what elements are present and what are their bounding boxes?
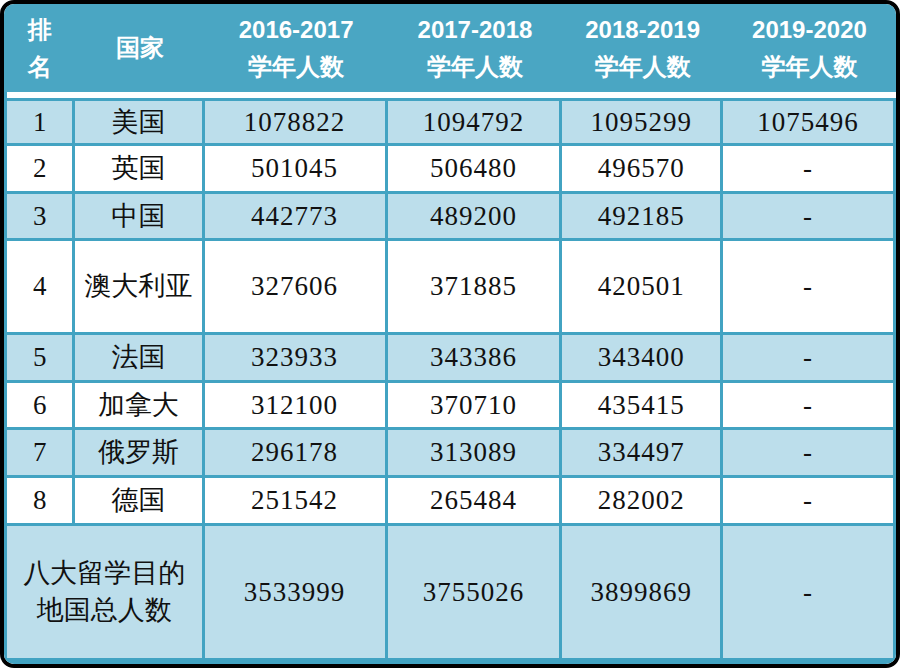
value-2016-cell: 442773 [205,194,388,242]
value-2017-cell: 370710 [388,383,563,431]
value-2017-cell: 489200 [388,194,563,242]
header-2018-2019-label: 学年人数 [562,48,723,85]
value-2018-cell: 435415 [562,383,723,431]
country-cell: 加拿大 [75,383,204,431]
table-body: 1 美国 1078822 1094792 1095299 1075496 2 英… [4,92,896,664]
value-2017-cell: 506480 [388,146,563,194]
header-2017-2018-label: 学年人数 [388,48,563,85]
rank-cell: 3 [4,194,75,242]
header-2019-2020-label: 学年人数 [723,48,896,85]
value-2019-cell: - [723,335,896,383]
value-2017-cell: 371885 [388,241,563,334]
country-cell: 美国 [75,98,204,146]
table-row-germany: 8 德国 251542 265484 282002 - [4,478,896,526]
total-2017-cell: 3755026 [388,526,563,664]
rank-cell: 5 [4,335,75,383]
header-country-label: 国家 [75,29,204,66]
rank-cell: 1 [4,98,75,146]
header-2016-2017-years: 2016-2017 [205,11,388,48]
table-row-australia: 4 澳大利亚 327606 371885 420501 - [4,241,896,334]
value-2018-cell: 492185 [562,194,723,242]
table-frame: 排 名 国家 2016-2017 学年人数 2017-2018 学年人数 201… [0,0,900,668]
value-2017-cell: 343386 [388,335,563,383]
rank-cell: 4 [4,241,75,334]
country-cell: 法国 [75,335,204,383]
value-2016-cell: 327606 [205,241,388,334]
table-row-china: 3 中国 442773 489200 492185 - [4,194,896,242]
value-2016-cell: 312100 [205,383,388,431]
table-row-russia: 7 俄罗斯 296178 313089 334497 - [4,430,896,478]
table-row-uk: 2 英国 501045 506480 496570 - [4,146,896,194]
total-2018-cell: 3899869 [562,526,723,664]
header-cell-2016-2017: 2016-2017 学年人数 [205,4,388,92]
value-2019-cell: - [723,478,896,526]
table-header: 排 名 国家 2016-2017 学年人数 2017-2018 学年人数 201… [4,4,896,92]
value-2016-cell: 296178 [205,430,388,478]
value-2017-cell: 1094792 [388,98,563,146]
value-2019-cell: - [723,383,896,431]
total-2019-cell: - [723,526,896,664]
header-2018-2019-years: 2018-2019 [562,11,723,48]
header-cell-2018-2019: 2018-2019 学年人数 [562,4,723,92]
country-cell: 中国 [75,194,204,242]
country-cell: 澳大利亚 [75,241,204,334]
table-row-france: 5 法国 323933 343386 343400 - [4,335,896,383]
table-row-canada: 6 加拿大 312100 370710 435415 - [4,383,896,431]
value-2019-cell: 1075496 [723,98,896,146]
country-cell: 英国 [75,146,204,194]
students-table: 排 名 国家 2016-2017 学年人数 2017-2018 学年人数 201… [4,4,896,664]
value-2019-cell: - [723,146,896,194]
value-2016-cell: 323933 [205,335,388,383]
rank-cell: 7 [4,430,75,478]
value-2019-cell: - [723,194,896,242]
total-label-cell: 八大留学目的地国总人数 [4,526,205,664]
header-cell-country: 国家 [75,4,204,92]
table-row-usa: 1 美国 1078822 1094792 1095299 1075496 [4,98,896,146]
value-2016-cell: 251542 [205,478,388,526]
value-2018-cell: 1095299 [562,98,723,146]
header-row: 排 名 国家 2016-2017 学年人数 2017-2018 学年人数 201… [4,4,896,92]
header-cell-2017-2018: 2017-2018 学年人数 [388,4,563,92]
value-2016-cell: 501045 [205,146,388,194]
country-cell: 俄罗斯 [75,430,204,478]
header-rank-line1: 排 [4,11,75,48]
header-2016-2017-label: 学年人数 [205,48,388,85]
value-2017-cell: 265484 [388,478,563,526]
value-2016-cell: 1078822 [205,98,388,146]
value-2018-cell: 496570 [562,146,723,194]
rank-cell: 2 [4,146,75,194]
value-2018-cell: 282002 [562,478,723,526]
total-2016-cell: 3533999 [205,526,388,664]
value-2019-cell: - [723,241,896,334]
value-2018-cell: 343400 [562,335,723,383]
value-2018-cell: 334497 [562,430,723,478]
header-2017-2018-years: 2017-2018 [388,11,563,48]
header-2019-2020-years: 2019-2020 [723,11,896,48]
country-cell: 德国 [75,478,204,526]
rank-cell: 6 [4,383,75,431]
header-rank-line2: 名 [4,48,75,85]
rank-cell: 8 [4,478,75,526]
value-2019-cell: - [723,430,896,478]
value-2017-cell: 313089 [388,430,563,478]
header-cell-2019-2020: 2019-2020 学年人数 [723,4,896,92]
header-cell-rank: 排 名 [4,4,75,92]
table-row-total: 八大留学目的地国总人数 3533999 3755026 3899869 - [4,526,896,664]
value-2018-cell: 420501 [562,241,723,334]
